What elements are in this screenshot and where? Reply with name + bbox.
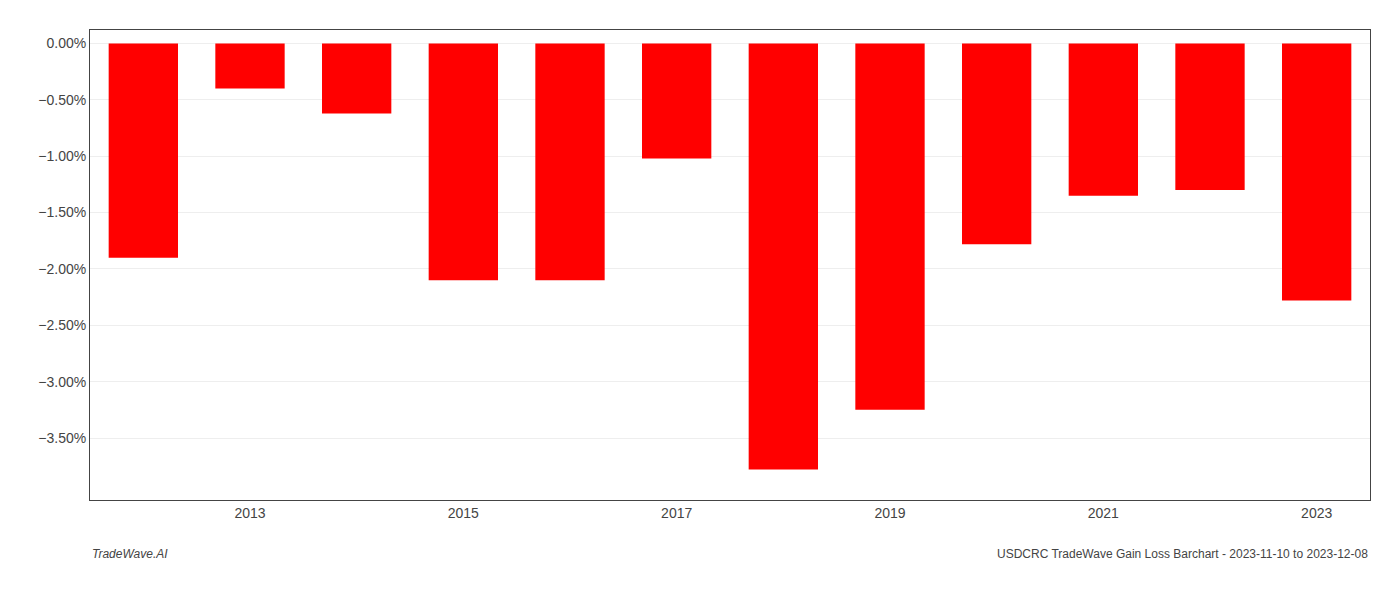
svg-text:−1.50%: −1.50% (38, 204, 86, 220)
svg-text:2023: 2023 (1301, 505, 1332, 521)
svg-text:−3.50%: −3.50% (38, 430, 86, 446)
svg-text:2019: 2019 (874, 505, 905, 521)
svg-text:−3.00%: −3.00% (38, 374, 86, 390)
svg-text:2015: 2015 (448, 505, 479, 521)
svg-text:2021: 2021 (1088, 505, 1119, 521)
svg-text:TradeWave.AI: TradeWave.AI (92, 547, 168, 561)
svg-text:−0.50%: −0.50% (38, 92, 86, 108)
svg-text:−2.50%: −2.50% (38, 317, 86, 333)
svg-text:USDCRC TradeWave Gain Loss Bar: USDCRC TradeWave Gain Loss Barchart - 20… (997, 547, 1368, 561)
svg-text:−2.00%: −2.00% (38, 261, 86, 277)
svg-text:2017: 2017 (661, 505, 692, 521)
svg-text:2013: 2013 (234, 505, 265, 521)
svg-text:0.00%: 0.00% (46, 35, 86, 51)
svg-text:−1.00%: −1.00% (38, 148, 86, 164)
